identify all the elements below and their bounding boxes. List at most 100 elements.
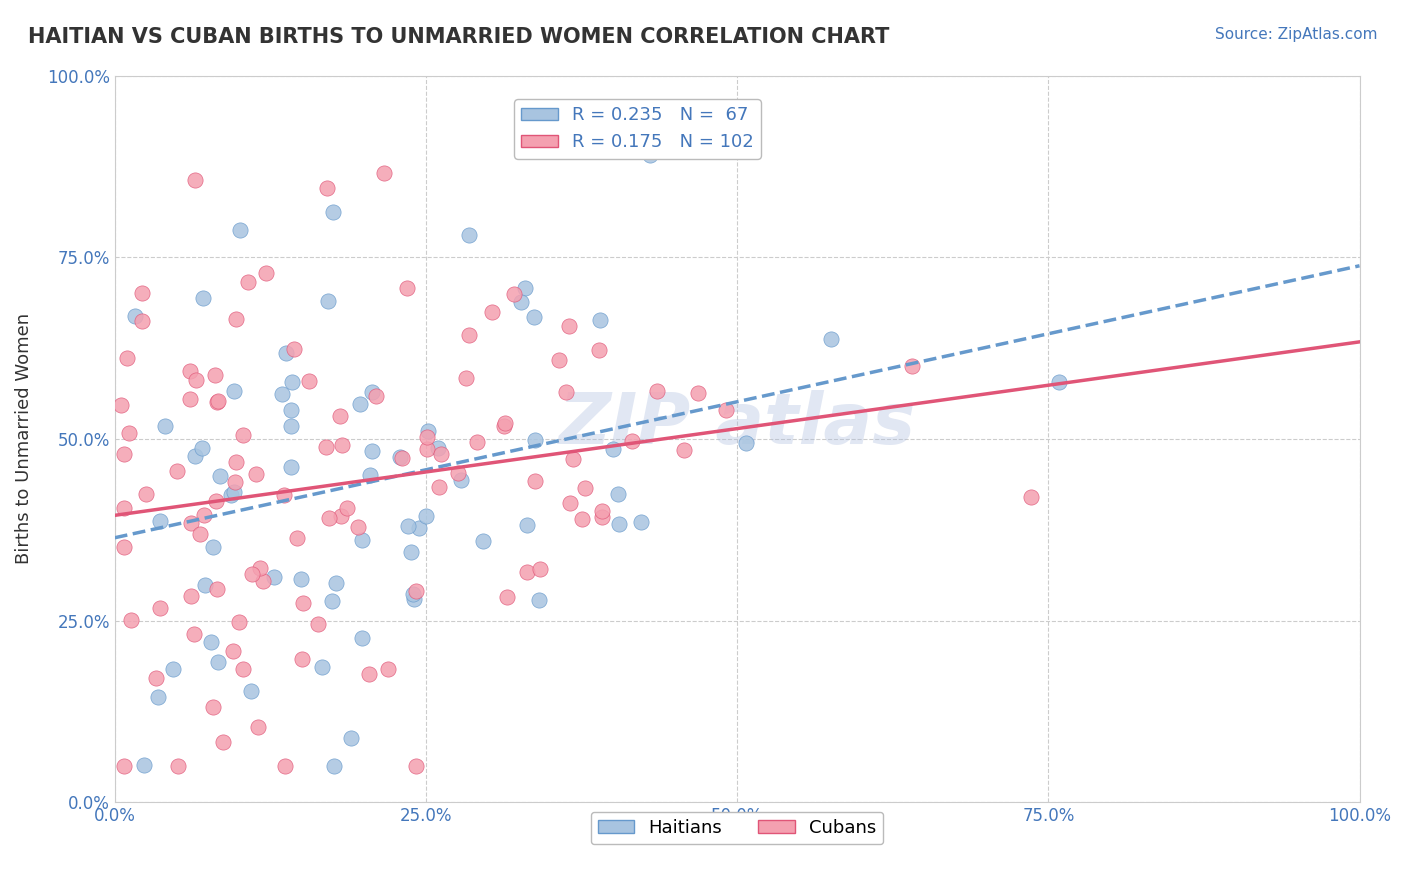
Point [232, 662, 254, 676]
Point [574, 482, 596, 496]
Point [405, 759, 427, 773]
Point [402, 587, 425, 601]
Point [607, 516, 630, 531]
Point [523, 310, 546, 324]
Point [316, 293, 339, 308]
Point [399, 545, 422, 559]
Point [225, 311, 247, 326]
Point [503, 286, 526, 301]
Point [184, 373, 207, 387]
Point [153, 419, 176, 434]
Point [527, 592, 550, 607]
Point [131, 314, 153, 328]
Point [224, 475, 246, 489]
Point [416, 430, 439, 444]
Point [458, 327, 481, 342]
Point [450, 473, 472, 487]
Point [325, 576, 347, 591]
Point [188, 527, 211, 541]
Point [232, 428, 254, 442]
Point [180, 516, 202, 530]
Point [118, 426, 141, 441]
Point [591, 509, 613, 524]
Point [430, 447, 453, 461]
Point [124, 310, 146, 324]
Point [148, 601, 170, 615]
Point [184, 173, 207, 187]
Point [252, 574, 274, 588]
Point [523, 433, 546, 447]
Point [201, 699, 224, 714]
Point [179, 364, 201, 378]
Point [820, 332, 842, 346]
Point [402, 592, 425, 607]
Point [673, 442, 696, 457]
Point [180, 589, 202, 603]
Point [224, 484, 246, 499]
Point [349, 397, 371, 411]
Point [179, 392, 201, 406]
Point [193, 508, 215, 522]
Point [145, 671, 167, 685]
Point [229, 223, 252, 237]
Point [315, 440, 337, 454]
Point [1019, 490, 1042, 504]
Point [205, 493, 228, 508]
Point [184, 449, 207, 463]
Point [496, 590, 519, 604]
Text: Source: ZipAtlas.com: Source: ZipAtlas.com [1215, 27, 1378, 42]
Point [239, 683, 262, 698]
Point [472, 534, 495, 549]
Point [330, 438, 353, 452]
Point [457, 227, 479, 242]
Point [273, 488, 295, 502]
Point [298, 374, 321, 388]
Point [110, 398, 132, 412]
Point [900, 359, 922, 373]
Point [340, 731, 363, 745]
Point [529, 562, 551, 576]
Point [208, 468, 231, 483]
Point [183, 627, 205, 641]
Text: ZIP atlas: ZIP atlas [558, 390, 915, 458]
Point [166, 464, 188, 478]
Point [254, 266, 277, 280]
Point [205, 582, 228, 596]
Point [162, 662, 184, 676]
Point [405, 583, 427, 598]
Point [415, 508, 437, 523]
Point [290, 572, 312, 586]
Point [323, 759, 346, 773]
Point [494, 416, 516, 430]
Point [316, 181, 339, 195]
Point [361, 385, 384, 400]
Point [456, 371, 478, 385]
Point [112, 447, 135, 461]
Point [117, 351, 139, 366]
Point [245, 467, 267, 482]
Point [221, 644, 243, 658]
Point [377, 662, 399, 676]
Point [120, 614, 142, 628]
Point [373, 166, 395, 180]
Point [135, 487, 157, 501]
Point [558, 319, 581, 334]
Point [359, 468, 381, 483]
Point [228, 615, 250, 629]
Point [131, 285, 153, 300]
Point [307, 616, 329, 631]
Point [200, 634, 222, 648]
Point [336, 501, 359, 516]
Point [357, 666, 380, 681]
Point [271, 386, 294, 401]
Point [321, 594, 343, 608]
Point [588, 343, 610, 358]
Point [238, 275, 260, 289]
Point [311, 660, 333, 674]
Point [112, 540, 135, 554]
Point [391, 450, 413, 465]
Point [280, 375, 302, 389]
Point [280, 419, 302, 434]
Point [318, 510, 340, 524]
Point [686, 385, 709, 400]
